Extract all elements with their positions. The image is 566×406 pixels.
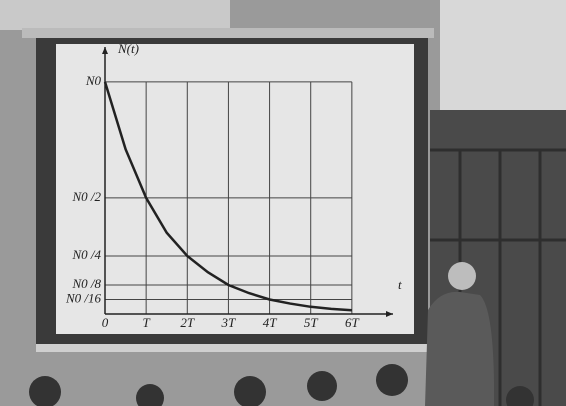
screen xyxy=(56,44,414,334)
y-axis-label: N(t) xyxy=(117,41,139,56)
y-tick-label: N0 /4 xyxy=(71,247,101,262)
ceiling xyxy=(0,0,230,30)
window xyxy=(440,0,566,110)
screen-bar xyxy=(36,344,428,352)
y-tick-label: N0 /2 xyxy=(71,189,101,204)
x-tick-label: 5T xyxy=(304,315,319,330)
x-axis-label: t xyxy=(398,277,402,292)
page: {"chart_data": {"type": "line", "y_label… xyxy=(0,0,566,406)
x-tick-label: 2T xyxy=(180,315,195,330)
screen-roller xyxy=(22,28,434,38)
x-tick-label: 4T xyxy=(263,315,278,330)
presenter-head xyxy=(448,262,476,290)
presenter-body xyxy=(425,292,494,406)
x-tick-label: 3T xyxy=(221,315,237,330)
y-tick-label: N0 /16 xyxy=(65,290,102,305)
x-tick-label: 6T xyxy=(345,315,360,330)
y-tick-label: N0 xyxy=(85,73,102,88)
x-tick-label: T xyxy=(143,315,151,330)
x-tick-label: 0 xyxy=(102,315,109,330)
y-tick-label: N0 /8 xyxy=(71,276,101,291)
scene: N(t) t N0 N0 /2 N0 /4 N0 /8N0 /160 T 2T 3T 4T 5T… xyxy=(0,0,566,406)
